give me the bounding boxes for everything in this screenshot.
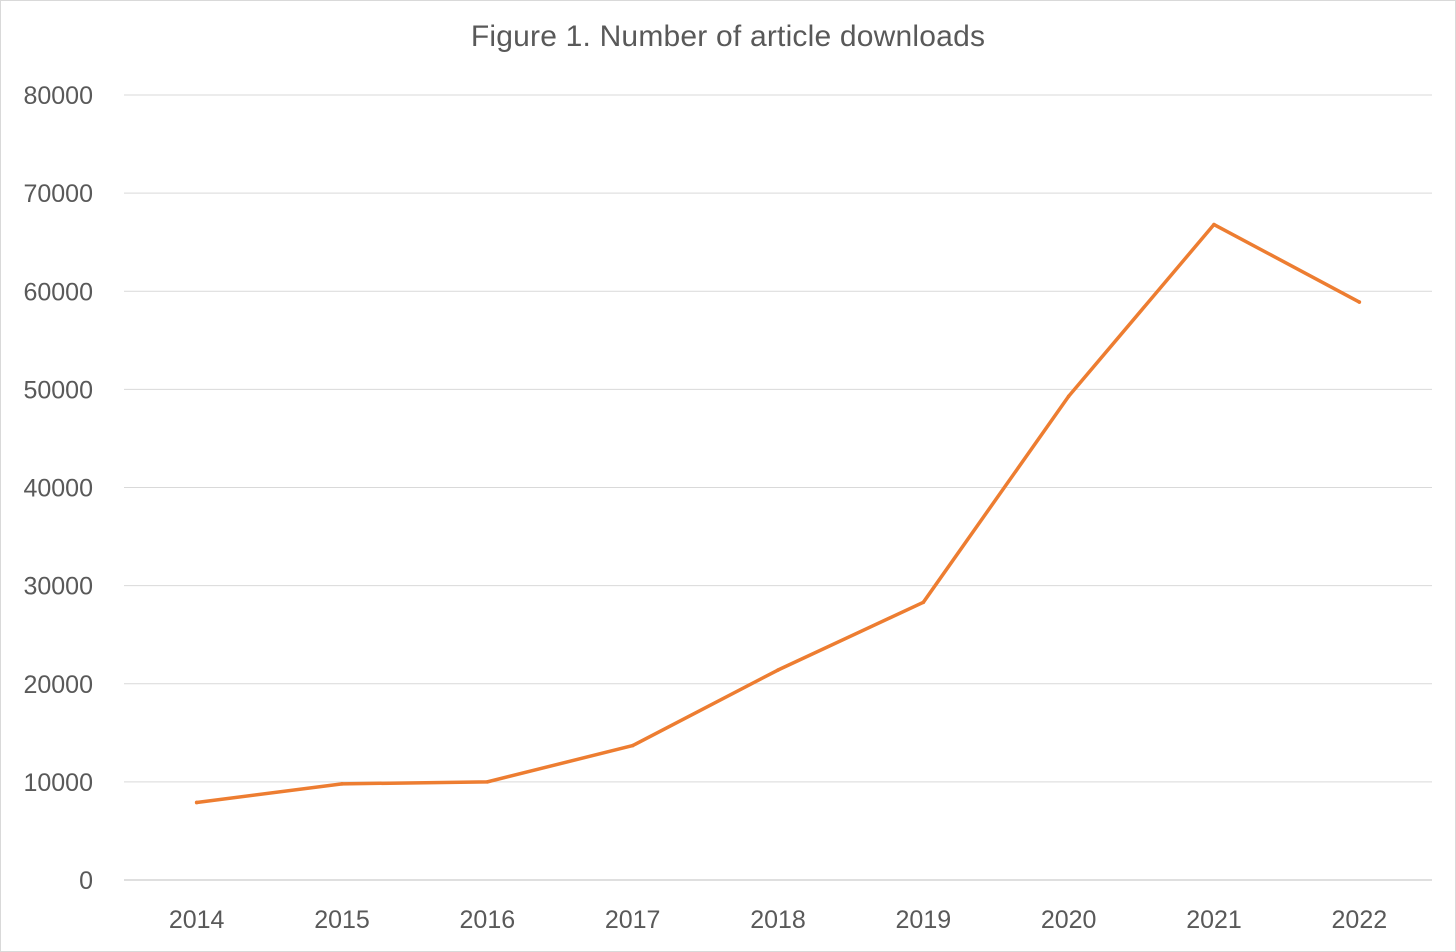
- x-tick-label: 2017: [605, 906, 661, 934]
- data-point: [630, 743, 635, 748]
- y-tick-label: 70000: [23, 180, 93, 208]
- x-tick-label: 2022: [1332, 906, 1388, 934]
- series-layer: [194, 222, 1362, 805]
- x-tick-label: 2020: [1041, 906, 1097, 934]
- y-tick-label: 40000: [23, 475, 93, 503]
- y-tick-label: 60000: [23, 278, 93, 306]
- gridlines: [124, 94, 1432, 881]
- x-axis-tick-labels: 2014 2015 2016 2017 2018 2019 2020 2021 2022: [169, 906, 1387, 934]
- y-tick-label: 50000: [23, 376, 93, 404]
- data-point: [194, 800, 199, 805]
- data-point: [776, 668, 780, 672]
- data-point: [340, 782, 344, 786]
- y-tick-label: 30000: [23, 573, 93, 601]
- y-tick-label: 20000: [23, 671, 93, 699]
- y-tick-label: 0: [79, 867, 93, 895]
- x-tick-label: 2015: [314, 906, 370, 934]
- x-tick-label: 2016: [460, 906, 516, 934]
- x-tick-label: 2018: [750, 906, 806, 934]
- data-point: [485, 780, 490, 784]
- x-tick-label: 2021: [1186, 906, 1242, 934]
- data-point: [921, 600, 926, 605]
- data-point: [1212, 222, 1216, 227]
- y-tick-label: 10000: [23, 769, 93, 797]
- data-point: [1066, 394, 1071, 399]
- chart-title: Figure 1. Number of article downloads: [470, 20, 986, 53]
- y-axis-tick-labels: 0 10000 20000 30000 40000 50000 60000 70000 8000…: [23, 82, 93, 895]
- x-tick-label: 2014: [169, 906, 225, 934]
- x-tick-label: 2019: [896, 906, 952, 934]
- y-tick-label: 80000: [23, 82, 93, 110]
- series-line: [194, 222, 1362, 805]
- data-point: [1357, 300, 1362, 304]
